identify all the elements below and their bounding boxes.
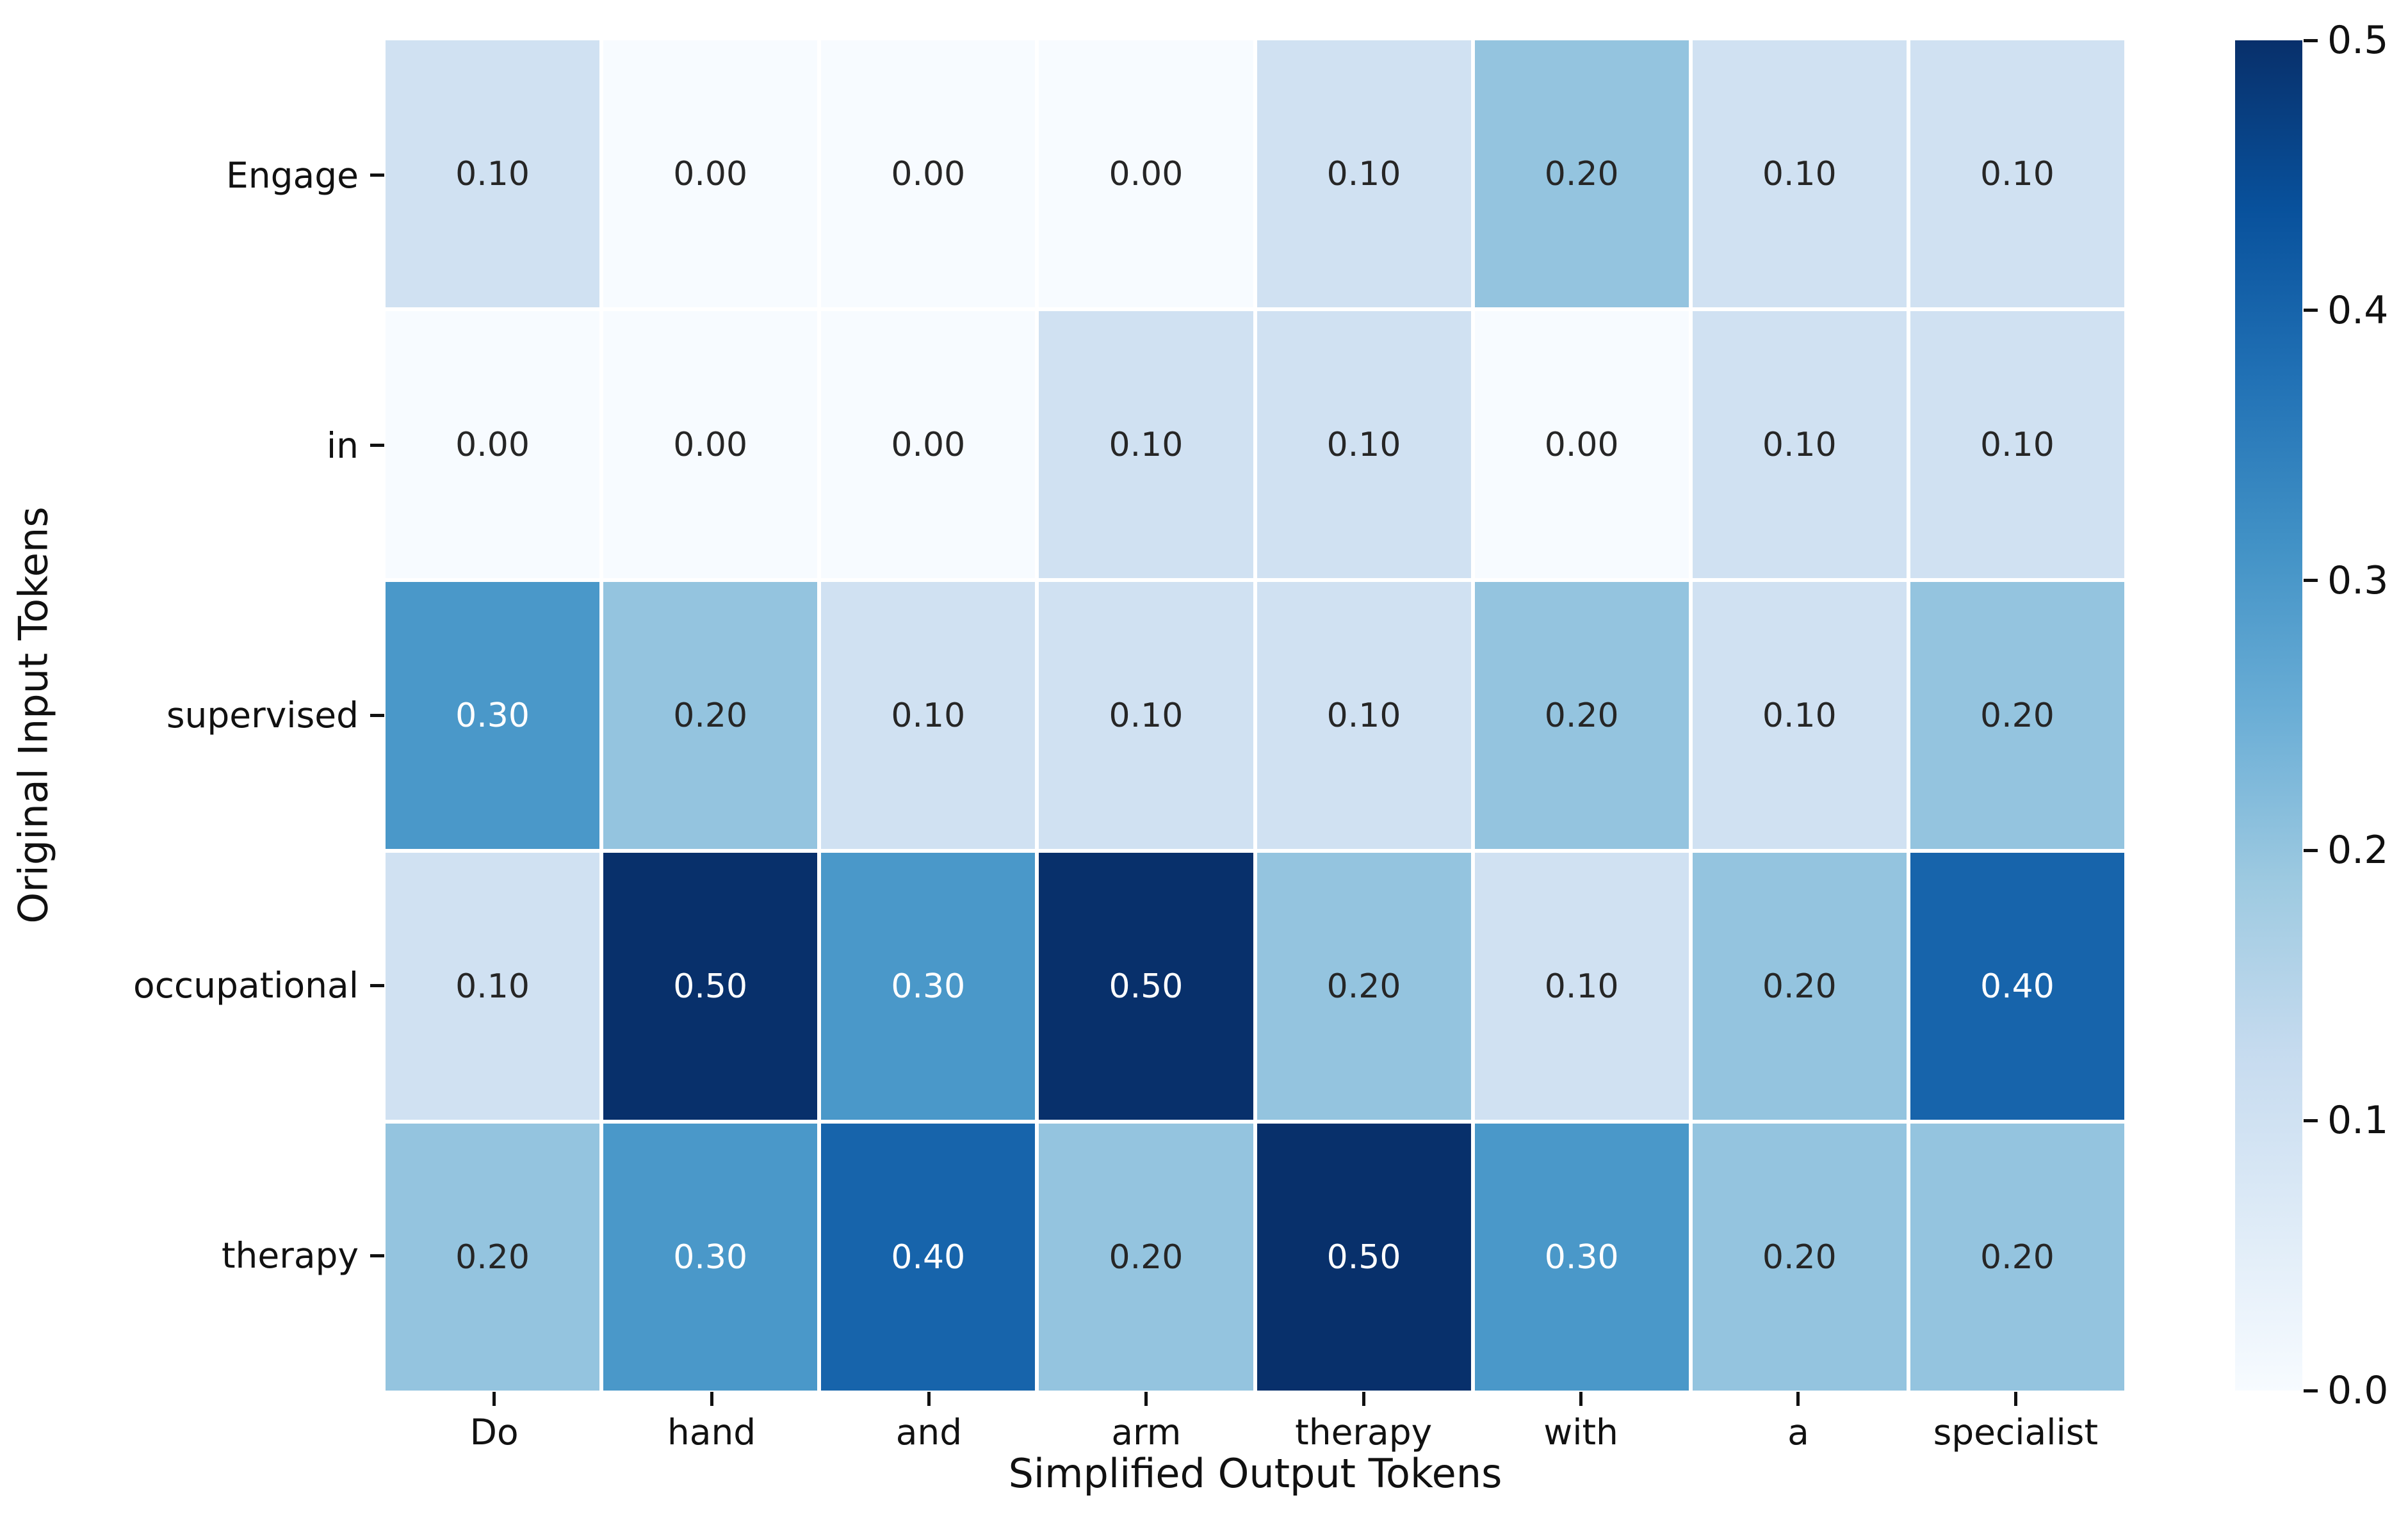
heatmap-cell: 0.30 <box>386 582 600 849</box>
y-axis-tick <box>370 1254 384 1257</box>
heatmap-cell: 0.10 <box>1039 311 1253 578</box>
x-axis-tick <box>1362 1392 1365 1406</box>
colorbar-gradient <box>2235 40 2302 1391</box>
heatmap-cell: 0.00 <box>821 311 1036 578</box>
heatmap-cell: 0.20 <box>1257 853 1471 1120</box>
heatmap-cell: 0.40 <box>1910 853 2124 1120</box>
colorbar-tick-label: 0.1 <box>2327 1098 2389 1143</box>
colorbar-tick-label: 0.3 <box>2327 558 2389 603</box>
heatmap-grid: 0.10 0.00 0.00 0.00 0.10 0.20 0.10 0.10 0.00 0.00… <box>386 40 2124 1391</box>
heatmap-cell: 0.20 <box>1039 1124 1253 1391</box>
heatmap-cell: 0.00 <box>603 40 818 307</box>
y-axis-tick <box>370 714 384 717</box>
colorbar-tick <box>2304 579 2318 583</box>
heatmap-cell: 0.20 <box>386 1124 600 1391</box>
heatmap-cell: 0.10 <box>1257 311 1471 578</box>
y-tick-label: occupational <box>133 965 359 1006</box>
heatmap-cell: 0.00 <box>1039 40 1253 307</box>
heatmap-cell: 0.20 <box>1692 1124 1907 1391</box>
heatmap-cell: 0.10 <box>1257 40 1471 307</box>
colorbar-tick <box>2304 309 2318 312</box>
heatmap-cell: 0.00 <box>821 40 1036 307</box>
heatmap-cell: 0.50 <box>1257 1124 1471 1391</box>
heatmap-cell: 0.10 <box>1474 853 1689 1120</box>
x-axis-tick <box>710 1392 713 1406</box>
x-tick-label: a <box>1787 1412 1809 1453</box>
y-axis-tick <box>370 173 384 177</box>
x-tick-label: hand <box>667 1412 756 1453</box>
heatmap-cell: 0.20 <box>1692 853 1907 1120</box>
y-tick-label: therapy <box>221 1235 359 1277</box>
heatmap-cell: 0.20 <box>1474 582 1689 849</box>
heatmap-cell: 0.10 <box>1039 582 1253 849</box>
heatmap-cell: 0.30 <box>603 1124 818 1391</box>
heatmap-cell: 0.30 <box>821 853 1036 1120</box>
y-axis-tick <box>370 444 384 448</box>
colorbar-tick <box>2304 848 2318 852</box>
x-tick-label: Do <box>469 1412 519 1453</box>
heatmap-cell: 0.10 <box>1910 311 2124 578</box>
heatmap-cell: 0.00 <box>1474 311 1689 578</box>
x-tick-label: and <box>895 1412 963 1453</box>
heatmap-cell: 0.10 <box>1910 40 2124 307</box>
heatmap-cell: 0.10 <box>821 582 1036 849</box>
colorbar-tick-label: 0.5 <box>2327 18 2389 63</box>
y-tick-label: Engage <box>226 154 359 196</box>
x-axis-tick <box>492 1392 496 1406</box>
colorbar-tick-label: 0.4 <box>2327 287 2389 333</box>
x-axis-tick <box>927 1392 931 1406</box>
heatmap-cell: 0.10 <box>1692 40 1907 307</box>
heatmap-cell: 0.10 <box>386 40 600 307</box>
x-axis-tick <box>1144 1392 1148 1406</box>
heatmap-cell: 0.10 <box>386 853 600 1120</box>
heatmap-cell: 0.00 <box>386 311 600 578</box>
heatmap-cell: 0.10 <box>1692 311 1907 578</box>
colorbar-tick <box>2304 38 2318 42</box>
heatmap-cell: 0.30 <box>1474 1124 1689 1391</box>
x-axis-tick <box>1579 1392 1583 1406</box>
colorbar-tick-label: 0.2 <box>2327 828 2389 873</box>
y-tick-label: in <box>326 424 359 466</box>
x-tick-label: arm <box>1111 1412 1182 1453</box>
colorbar-tick <box>2304 1118 2318 1122</box>
heatmap-cell: 0.10 <box>1257 582 1471 849</box>
x-axis-tick <box>2013 1392 2017 1406</box>
x-tick-label: therapy <box>1295 1412 1433 1453</box>
heatmap-cell: 0.20 <box>603 582 818 849</box>
heatmap-cell: 0.50 <box>603 853 818 1120</box>
y-axis-tick <box>370 983 384 987</box>
heatmap-cell: 0.00 <box>603 311 818 578</box>
x-axis-title: Simplified Output Tokens <box>1008 1450 1502 1497</box>
heatmap-cell: 0.50 <box>1039 853 1253 1120</box>
colorbar-tick-label: 0.0 <box>2327 1368 2389 1413</box>
x-axis-tick <box>1796 1392 1800 1406</box>
x-tick-label: with <box>1543 1412 1618 1453</box>
colorbar-tick <box>2304 1389 2318 1392</box>
heatmap-cell: 0.20 <box>1910 1124 2124 1391</box>
y-tick-label: supervised <box>166 695 359 736</box>
heatmap-cell: 0.10 <box>1692 582 1907 849</box>
heatmap-cell: 0.40 <box>821 1124 1036 1391</box>
x-tick-label: specialist <box>1933 1412 2099 1453</box>
heatmap-cell: 0.20 <box>1910 582 2124 849</box>
heatmap-cell: 0.20 <box>1474 40 1689 307</box>
